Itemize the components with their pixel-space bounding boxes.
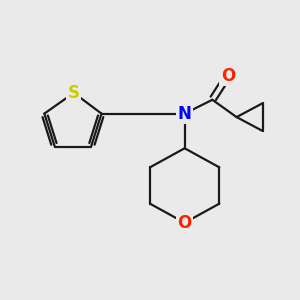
Text: O: O — [221, 67, 235, 85]
Text: O: O — [178, 214, 192, 232]
Text: N: N — [178, 105, 192, 123]
Text: S: S — [68, 84, 80, 102]
